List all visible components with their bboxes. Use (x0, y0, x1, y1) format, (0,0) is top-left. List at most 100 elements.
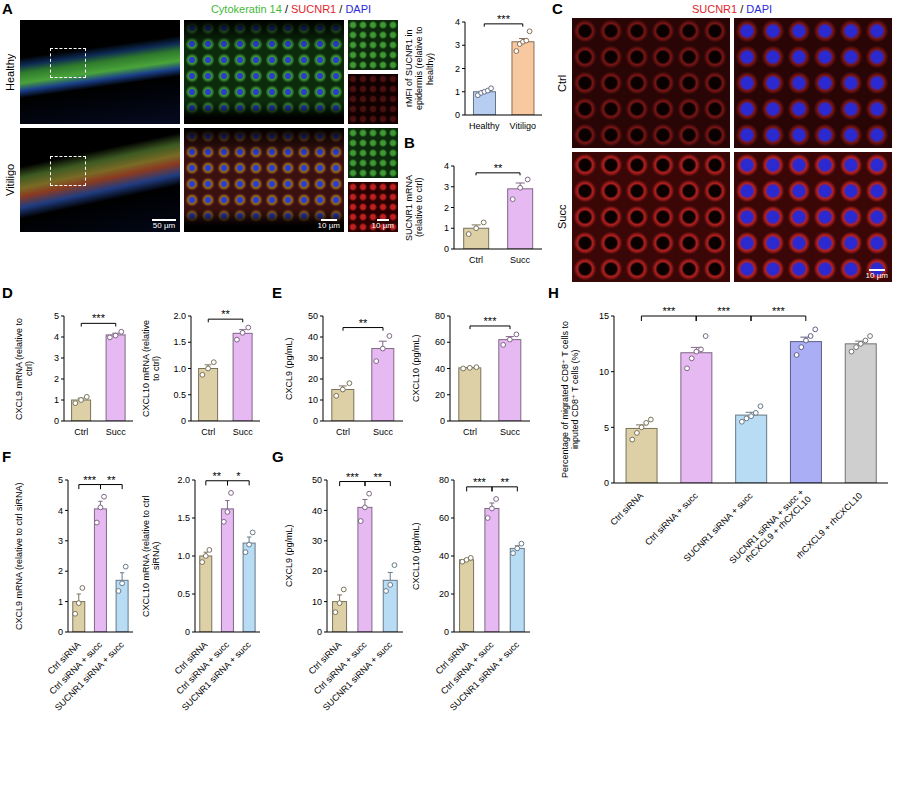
svg-text:0: 0 (455, 110, 460, 120)
svg-text:**: ** (212, 470, 221, 482)
svg-text:40: 40 (439, 551, 449, 561)
svg-text:5: 5 (604, 423, 609, 433)
svg-text:30: 30 (312, 536, 322, 546)
svg-text:***: *** (92, 312, 106, 324)
svg-text:Succ: Succ (106, 427, 127, 437)
svg-text:rhCXCL9 + rhCXCL10: rhCXCL9 + rhCXCL10 (794, 491, 864, 561)
svg-text:0: 0 (444, 627, 449, 637)
svg-text:20: 20 (312, 566, 322, 576)
svg-text:Ctrl: Ctrl (201, 427, 215, 437)
svg-text:**: ** (359, 317, 368, 329)
svg-text:10: 10 (308, 395, 318, 405)
svg-text:60: 60 (439, 513, 449, 523)
svg-text:30: 30 (308, 353, 318, 363)
svg-text:2.0: 2.0 (173, 311, 186, 321)
svg-text:1.0: 1.0 (173, 364, 186, 374)
svg-text:***: *** (717, 305, 731, 317)
svg-text:3: 3 (58, 536, 63, 546)
svg-text:**: ** (500, 476, 509, 488)
svg-text:2: 2 (455, 64, 460, 74)
svg-text:40: 40 (435, 364, 445, 374)
svg-text:0: 0 (181, 416, 186, 426)
svg-text:SUCNR1 siRNA + succ: SUCNR1 siRNA + succ (53, 639, 126, 712)
svg-text:Succ: Succ (500, 427, 521, 437)
svg-text:Ctrl: Ctrl (74, 427, 88, 437)
svg-text:*: * (236, 470, 241, 482)
svg-text:2: 2 (444, 203, 449, 213)
svg-text:0.5: 0.5 (173, 390, 186, 400)
svg-text:**: ** (221, 308, 230, 320)
svg-text:3: 3 (54, 353, 59, 363)
svg-text:Healthy: Healthy (469, 121, 500, 131)
svg-text:3: 3 (455, 40, 460, 50)
svg-text:1.5: 1.5 (177, 513, 190, 523)
svg-text:SUCNR1 siRNA + succ: SUCNR1 siRNA + succ (321, 639, 394, 712)
svg-text:10: 10 (312, 597, 322, 607)
svg-text:0: 0 (58, 627, 63, 637)
svg-text:40: 40 (312, 506, 322, 516)
svg-text:Ctrl siRNA + succ: Ctrl siRNA + succ (643, 490, 700, 547)
svg-text:10: 10 (599, 367, 609, 377)
svg-text:0: 0 (604, 478, 609, 488)
svg-text:Succ: Succ (233, 427, 254, 437)
svg-text:0: 0 (440, 416, 445, 426)
svg-text:Ctrl siRNA + succ: Ctrl siRNA + succ (311, 639, 369, 697)
svg-text:20: 20 (435, 390, 445, 400)
svg-text:**: ** (373, 471, 382, 483)
svg-text:15: 15 (599, 311, 609, 321)
svg-text:3: 3 (444, 182, 449, 192)
svg-text:1.5: 1.5 (173, 337, 186, 347)
svg-text:80: 80 (435, 311, 445, 321)
svg-text:Ctrl siRNA + succ: Ctrl siRNA + succ (174, 639, 232, 697)
svg-text:0: 0 (444, 244, 449, 254)
svg-text:1.0: 1.0 (177, 551, 190, 561)
svg-text:***: *** (83, 474, 97, 486)
svg-text:80: 80 (439, 475, 449, 485)
svg-text:Succ: Succ (373, 427, 394, 437)
svg-text:0: 0 (317, 627, 322, 637)
svg-text:Ctrl siRNA + succ: Ctrl siRNA + succ (47, 639, 105, 697)
svg-text:***: *** (772, 305, 786, 317)
svg-text:Ctrl: Ctrl (469, 255, 483, 265)
svg-text:**: ** (107, 474, 116, 486)
svg-text:4: 4 (58, 506, 63, 516)
svg-text:SUCNR1 siRNA + succ: SUCNR1 siRNA + succ (681, 490, 755, 564)
svg-text:Succ: Succ (510, 255, 531, 265)
svg-text:2: 2 (58, 566, 63, 576)
svg-text:***: *** (473, 476, 487, 488)
svg-text:SUCNR1 siRNA + succ: SUCNR1 siRNA + succ (448, 639, 521, 712)
svg-text:20: 20 (439, 589, 449, 599)
svg-text:4: 4 (54, 332, 59, 342)
svg-text:4: 4 (444, 161, 449, 171)
svg-text:1: 1 (54, 395, 59, 405)
svg-text:Ctrl: Ctrl (336, 427, 350, 437)
svg-text:1: 1 (58, 597, 63, 607)
svg-text:Ctrl siRNA: Ctrl siRNA (608, 491, 645, 528)
svg-text:***: *** (484, 315, 498, 327)
svg-text:***: *** (346, 471, 360, 483)
svg-text:0: 0 (185, 627, 190, 637)
svg-text:4: 4 (455, 17, 460, 27)
svg-text:50: 50 (308, 311, 318, 321)
svg-text:2: 2 (54, 374, 59, 384)
svg-text:***: *** (497, 13, 511, 25)
svg-text:5: 5 (54, 311, 59, 321)
svg-text:***: *** (662, 305, 676, 317)
svg-text:Ctrl: Ctrl (463, 427, 477, 437)
svg-text:40: 40 (308, 332, 318, 342)
svg-text:60: 60 (435, 337, 445, 347)
svg-text:0.5: 0.5 (177, 589, 190, 599)
svg-text:rhCXCL9 + rhCXCL10: rhCXCL9 + rhCXCL10 (742, 494, 813, 565)
svg-text:SUCNR1 siRNA + succ +: SUCNR1 siRNA + succ + (727, 487, 806, 566)
svg-text:1: 1 (444, 223, 449, 233)
svg-text:2.0: 2.0 (177, 475, 190, 485)
svg-text:0: 0 (54, 416, 59, 426)
svg-text:20: 20 (308, 374, 318, 384)
svg-text:Vitiligo: Vitiligo (510, 121, 536, 131)
svg-text:SUCNR1 siRNA + succ: SUCNR1 siRNA + succ (180, 639, 253, 712)
svg-text:**: ** (494, 162, 503, 174)
svg-text:1: 1 (455, 87, 460, 97)
svg-text:5: 5 (58, 475, 63, 485)
svg-text:0: 0 (313, 416, 318, 426)
svg-text:50: 50 (312, 475, 322, 485)
